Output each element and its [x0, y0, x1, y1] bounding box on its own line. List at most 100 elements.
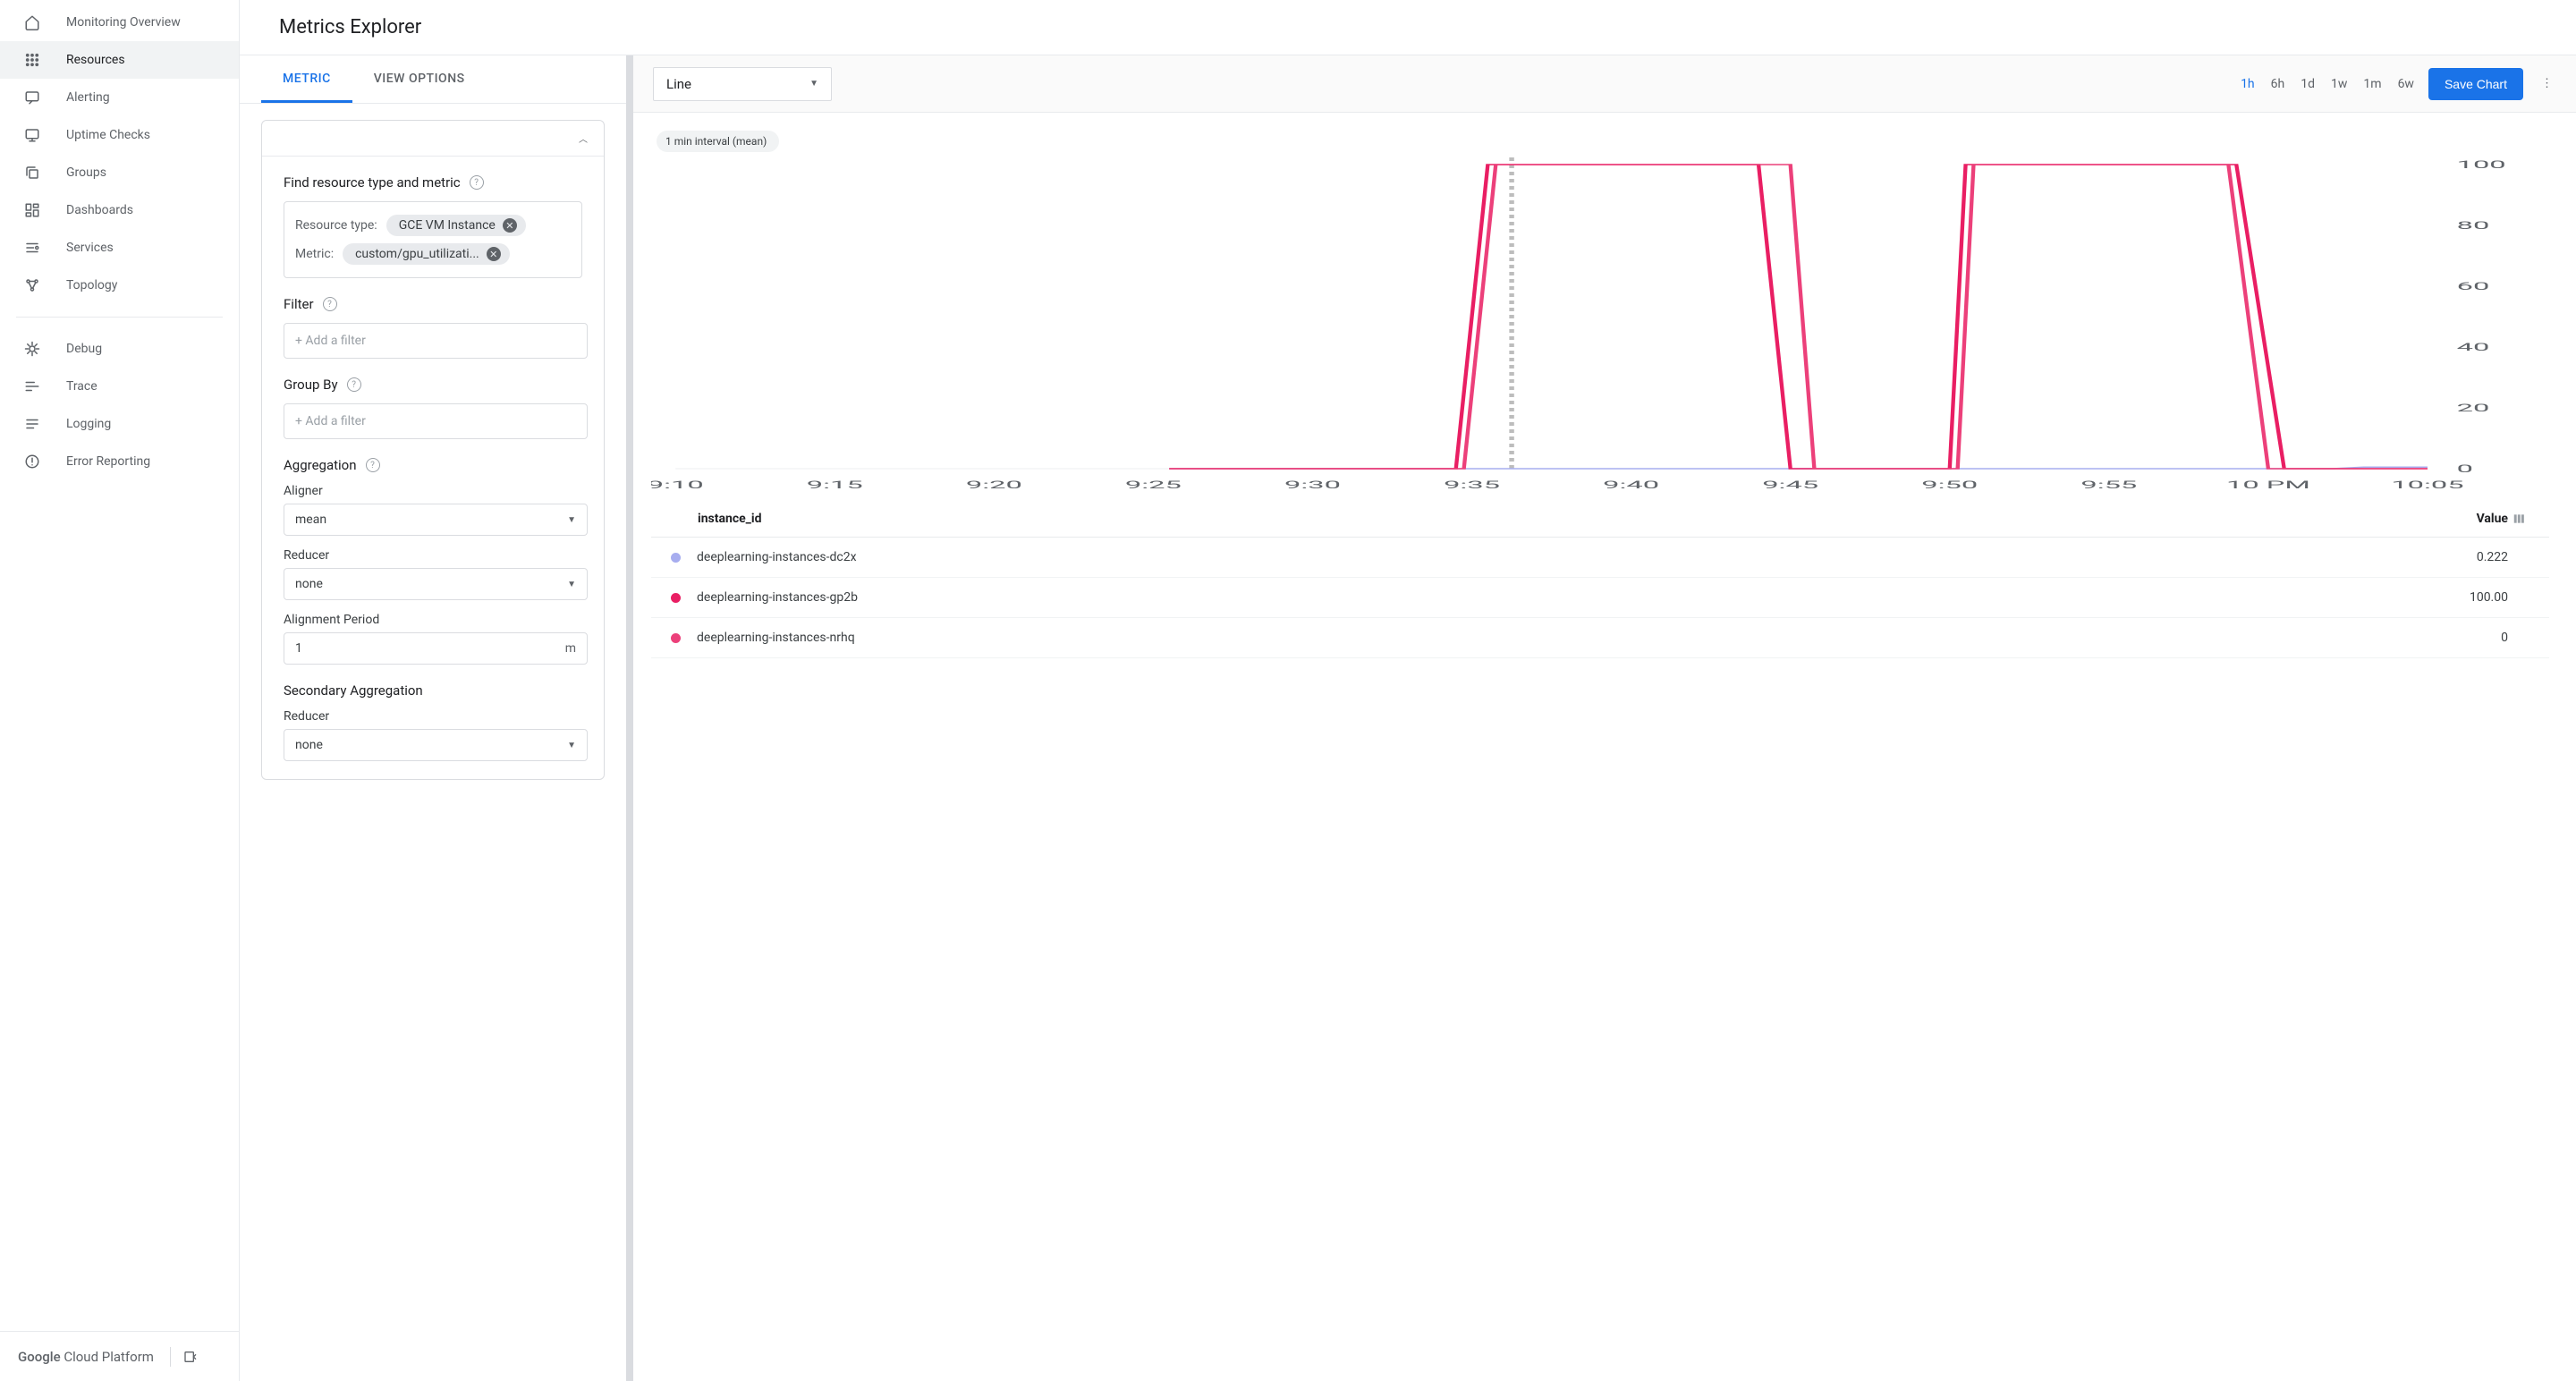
chart-panel: Line ▼ 1h 6h 1d 1w 1m 6w Save Chart ⋮ 1 min i… — [633, 55, 2576, 1381]
sidebar-item-uptime-checks[interactable]: Uptime Checks — [0, 116, 239, 154]
tab-metric[interactable]: METRIC — [261, 55, 352, 103]
svg-text:9:15: 9:15 — [807, 479, 863, 491]
svg-text:9:10: 9:10 — [651, 479, 704, 491]
legend-header-id[interactable]: instance_id — [671, 512, 2436, 526]
svg-text:9:30: 9:30 — [1284, 479, 1341, 491]
topology-icon — [21, 275, 43, 296]
alignment-period-input[interactable]: 1 m — [284, 632, 588, 665]
time-range-1m[interactable]: 1m — [2363, 77, 2381, 91]
legend-header-value[interactable]: Value — [2436, 512, 2508, 526]
tab-view-options[interactable]: VIEW OPTIONS — [352, 55, 487, 103]
nav-label: Alerting — [66, 90, 110, 105]
svg-text:9:35: 9:35 — [1444, 479, 1500, 491]
svg-text:20: 20 — [2457, 402, 2490, 414]
sidebar-item-trace[interactable]: Trace — [0, 368, 239, 405]
debug-icon — [21, 338, 43, 360]
sidebar-item-debug[interactable]: Debug — [0, 330, 239, 368]
series-color-dot — [671, 553, 681, 563]
help-icon[interactable]: ? — [323, 297, 337, 311]
close-icon[interactable]: ✕ — [487, 247, 501, 261]
config-panel: METRICVIEW OPTIONS ︿ Find resource type … — [240, 55, 633, 1381]
svg-text:0: 0 — [2457, 462, 2473, 475]
monitor-icon — [21, 124, 43, 146]
interval-badge: 1 min interval (mean) — [657, 131, 779, 152]
help-icon[interactable]: ? — [470, 175, 484, 190]
svg-text:100: 100 — [2457, 158, 2506, 171]
svg-text:60: 60 — [2457, 280, 2490, 292]
svg-text:9:20: 9:20 — [966, 479, 1022, 491]
svg-text:9:55: 9:55 — [2080, 479, 2137, 491]
columns-icon[interactable] — [2508, 513, 2529, 525]
series-color-dot — [671, 633, 681, 643]
reducer-select[interactable]: none ▼ — [284, 568, 588, 600]
sidebar-item-error-reporting[interactable]: Error Reporting — [0, 443, 239, 480]
nav-divider — [16, 317, 223, 318]
chart-type-select[interactable]: Line ▼ — [653, 67, 832, 101]
resource-type-chip[interactable]: GCE VM Instance ✕ — [386, 215, 526, 236]
caret-down-icon: ▼ — [567, 515, 576, 525]
sidebar-item-dashboards[interactable]: Dashboards — [0, 191, 239, 229]
svg-text:9:50: 9:50 — [1921, 479, 1978, 491]
resource-type-label: Resource type: — [295, 218, 377, 233]
time-range-6h[interactable]: 6h — [2271, 77, 2285, 91]
series-color-dot — [671, 593, 681, 603]
nav-label: Error Reporting — [66, 454, 150, 469]
sidebar-item-groups[interactable]: Groups — [0, 154, 239, 191]
sidebar-nav: Monitoring Overview Resources Alerting Upti… — [0, 0, 239, 1331]
more-options-icon[interactable]: ⋮ — [2538, 77, 2556, 90]
metric-chip[interactable]: custom/gpu_utilizati... ✕ — [343, 243, 510, 265]
close-icon[interactable]: ✕ — [503, 218, 517, 233]
card-collapse-toggle[interactable]: ︿ — [262, 121, 604, 157]
sidebar-item-alerting[interactable]: Alerting — [0, 79, 239, 116]
sidebar-item-topology[interactable]: Topology — [0, 267, 239, 304]
time-range-1w[interactable]: 1w — [2331, 77, 2347, 91]
time-range-1h[interactable]: 1h — [2241, 77, 2255, 91]
legend-value: 0.222 — [2436, 550, 2508, 564]
filter-input[interactable]: + Add a filter — [284, 323, 588, 359]
page-title: Metrics Explorer — [279, 16, 421, 38]
save-chart-button[interactable]: Save Chart — [2428, 68, 2523, 100]
legend-instance-id: deeplearning-instances-dc2x — [697, 550, 857, 564]
alignment-period-label: Alignment Period — [284, 613, 582, 627]
svg-text:10 PM: 10 PM — [2226, 479, 2310, 491]
chat-icon — [21, 87, 43, 108]
time-range-6w[interactable]: 6w — [2398, 77, 2414, 91]
home-icon — [21, 12, 43, 33]
time-range-1d[interactable]: 1d — [2301, 77, 2315, 91]
sidebar-item-services[interactable]: Services — [0, 229, 239, 267]
sidebar-item-resources[interactable]: Resources — [0, 41, 239, 79]
legend-table: instance_id Value deeplearning-instances… — [651, 501, 2549, 658]
sidebar-item-logging[interactable]: Logging — [0, 405, 239, 443]
filter-title: Filter — [284, 296, 314, 312]
page-header: Metrics Explorer — [240, 0, 2576, 55]
grid-icon — [21, 49, 43, 71]
chart-toolbar: Line ▼ 1h 6h 1d 1w 1m 6w Save Chart ⋮ — [633, 55, 2576, 113]
nav-label: Topology — [66, 278, 117, 292]
legend-row[interactable]: deeplearning-instances-gp2b100.00 — [651, 578, 2549, 618]
sidebar: Monitoring Overview Resources Alerting Upti… — [0, 0, 240, 1381]
nav-label: Debug — [66, 342, 102, 356]
metric-input-box[interactable]: Resource type: GCE VM Instance ✕ Metric: — [284, 201, 582, 278]
help-icon[interactable]: ? — [347, 377, 361, 392]
error-icon — [21, 451, 43, 472]
metric-config-card: ︿ Find resource type and metric ? Resour… — [261, 120, 605, 780]
chart-area[interactable]: 0204060801001209:109:159:209:259:309:359… — [651, 156, 2549, 496]
sidebar-item-monitoring-overview[interactable]: Monitoring Overview — [0, 4, 239, 41]
copy-icon — [21, 162, 43, 183]
secondary-reducer-select[interactable]: none ▼ — [284, 729, 588, 761]
groupby-input[interactable]: + Add a filter — [284, 403, 588, 439]
legend-row[interactable]: deeplearning-instances-dc2x 0.222 — [651, 538, 2549, 578]
help-icon[interactable]: ? — [366, 458, 380, 472]
nav-label: Uptime Checks — [66, 128, 150, 142]
aligner-select[interactable]: mean ▼ — [284, 504, 588, 536]
caret-down-icon: ▼ — [809, 79, 818, 89]
legend-value: 100.00 — [2436, 590, 2508, 605]
collapse-sidebar-icon[interactable] — [170, 1347, 198, 1367]
legend-row[interactable]: deeplearning-instances-nrhq0 — [651, 618, 2549, 658]
secondary-aggregation-title: Secondary Aggregation — [284, 682, 423, 699]
dashboard-icon — [21, 199, 43, 221]
svg-text:9:45: 9:45 — [1762, 479, 1818, 491]
nav-label: Monitoring Overview — [66, 15, 181, 30]
svg-text:9:25: 9:25 — [1125, 479, 1182, 491]
logging-icon — [21, 413, 43, 435]
